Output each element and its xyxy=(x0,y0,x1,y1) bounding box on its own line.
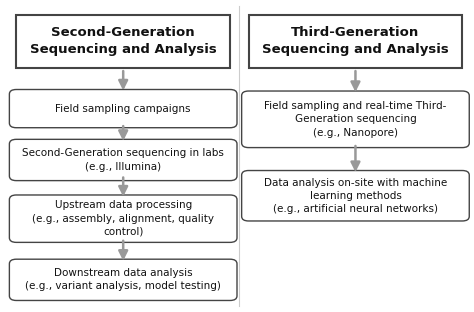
Text: Field sampling and real-time Third-
Generation sequencing
(e.g., Nanopore): Field sampling and real-time Third- Gene… xyxy=(264,101,447,138)
FancyBboxPatch shape xyxy=(248,15,462,68)
Text: Second-Generation sequencing in labs
(e.g., Illumina): Second-Generation sequencing in labs (e.… xyxy=(22,149,224,172)
FancyBboxPatch shape xyxy=(9,139,237,181)
FancyBboxPatch shape xyxy=(16,15,230,68)
FancyBboxPatch shape xyxy=(242,91,469,148)
Text: Third-Generation
Sequencing and Analysis: Third-Generation Sequencing and Analysis xyxy=(262,26,449,56)
Text: Downstream data analysis
(e.g., variant analysis, model testing): Downstream data analysis (e.g., variant … xyxy=(25,268,221,291)
FancyBboxPatch shape xyxy=(9,195,237,242)
FancyBboxPatch shape xyxy=(9,259,237,300)
Text: Upstream data processing
(e.g., assembly, alignment, quality
control): Upstream data processing (e.g., assembly… xyxy=(32,201,214,237)
Text: Field sampling campaigns: Field sampling campaigns xyxy=(55,104,191,114)
FancyBboxPatch shape xyxy=(242,171,469,221)
FancyBboxPatch shape xyxy=(9,90,237,128)
Text: Data analysis on-site with machine
learning methods
(e.g., artificial neural net: Data analysis on-site with machine learn… xyxy=(264,178,447,214)
Text: Second-Generation
Sequencing and Analysis: Second-Generation Sequencing and Analysi… xyxy=(30,26,217,56)
